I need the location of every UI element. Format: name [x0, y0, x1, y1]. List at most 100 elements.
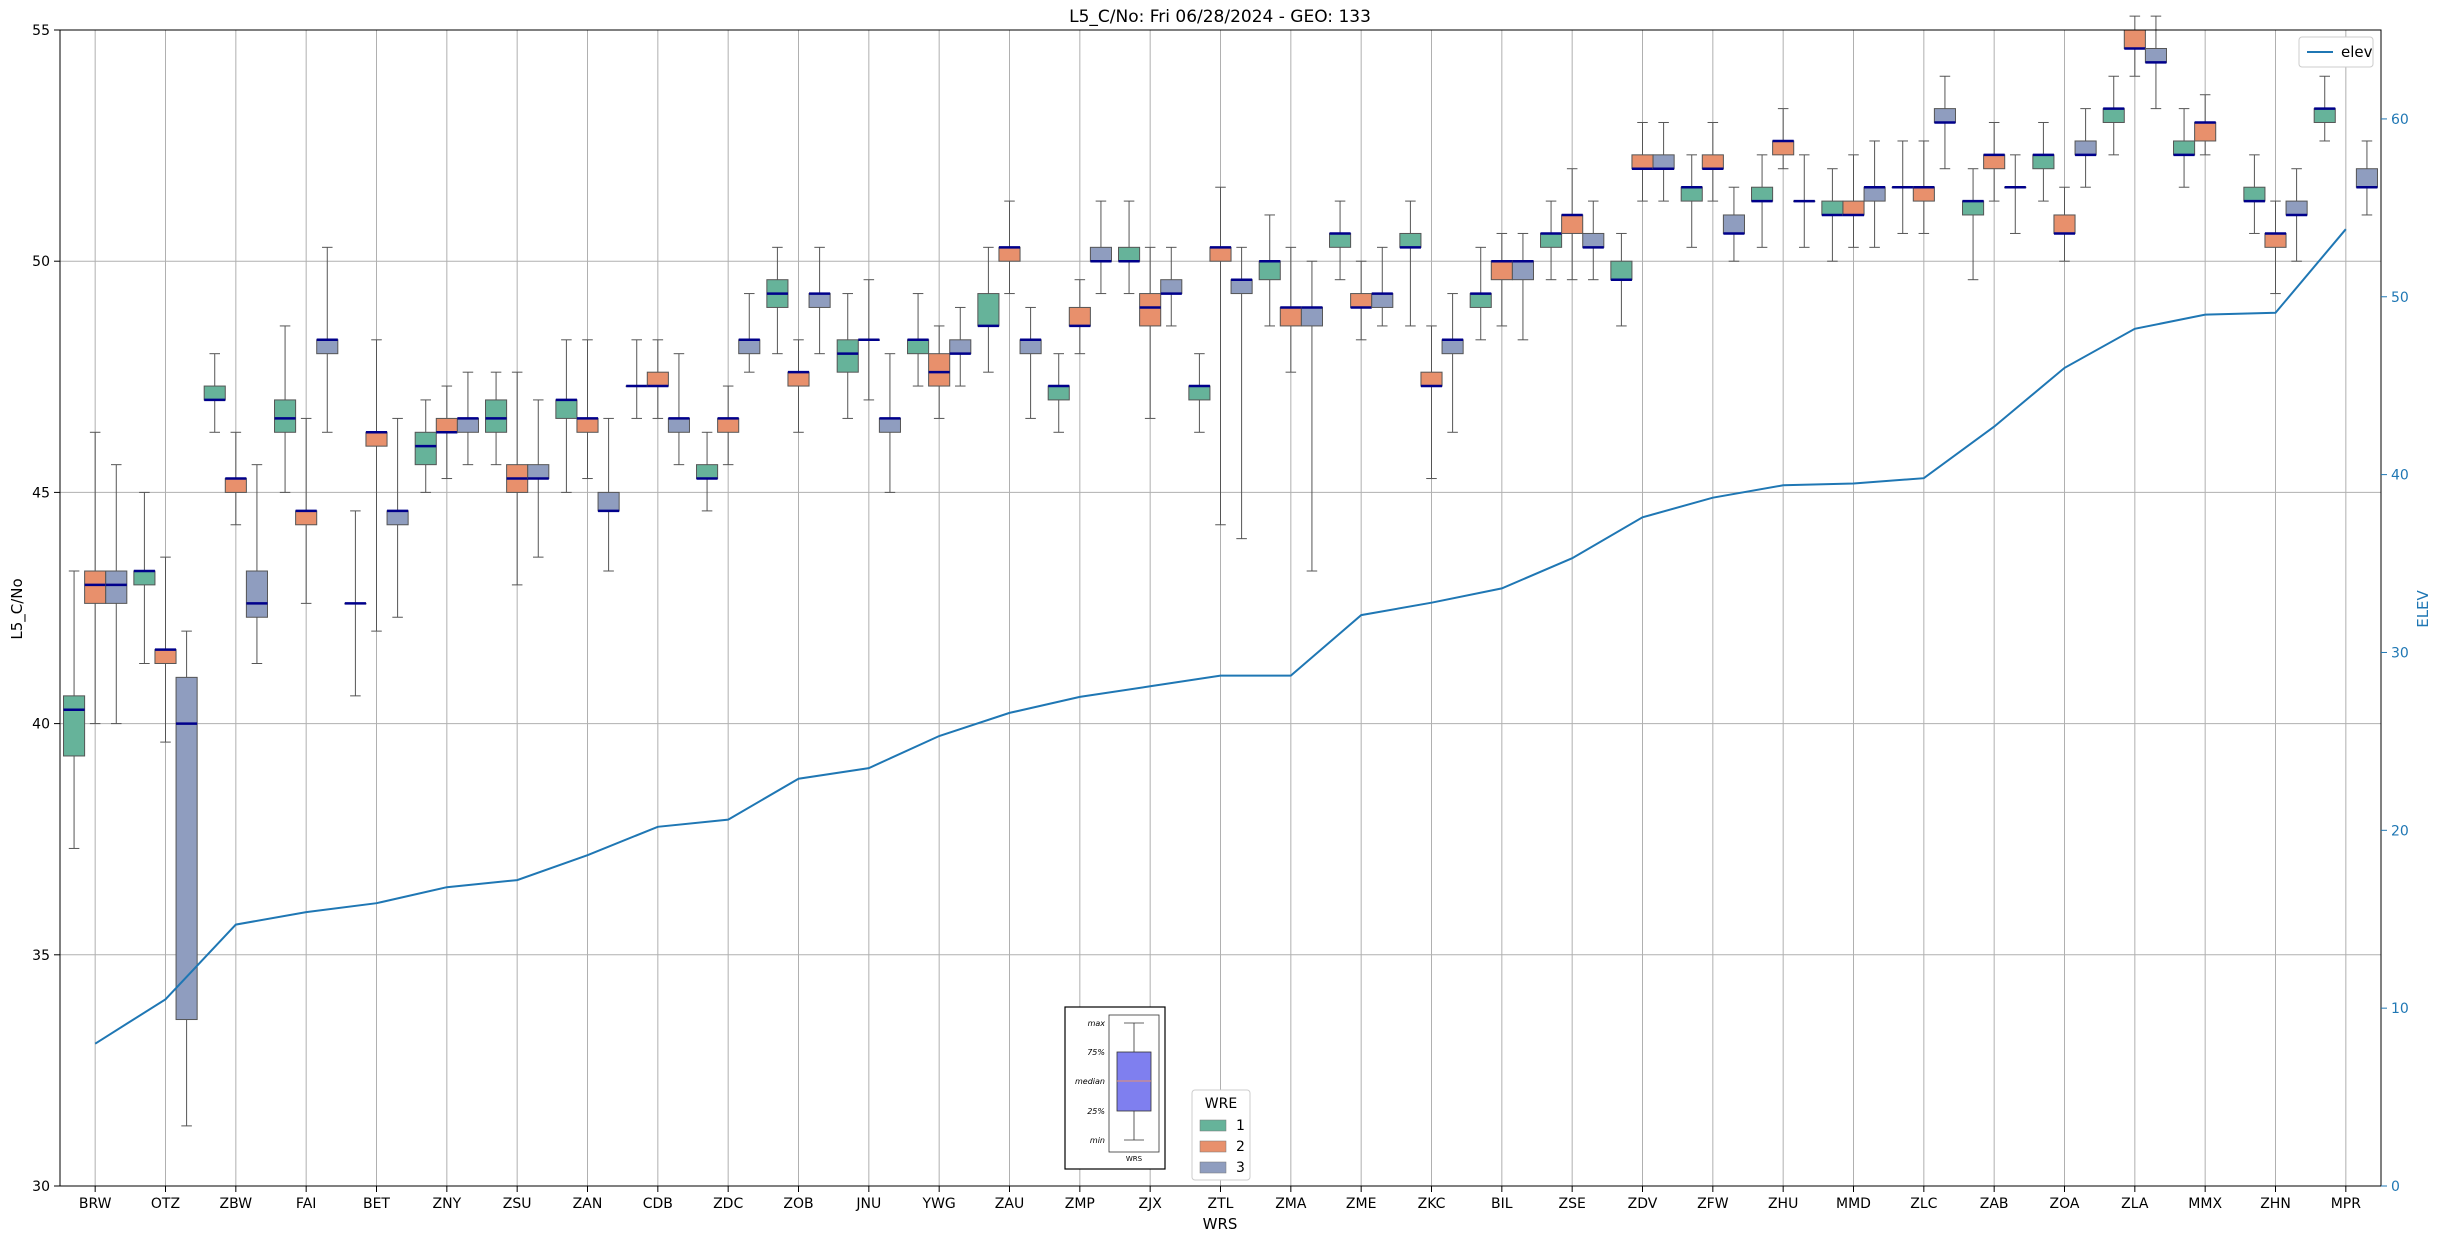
- x-axis-label: WRS: [1203, 1215, 1238, 1233]
- box-iqr: [1680, 186, 1703, 202]
- y-tick-label: 30: [32, 1179, 50, 1195]
- box-iqr: [1561, 214, 1584, 234]
- box-zfw-wre3: [1722, 186, 1745, 262]
- box-iqr: [1751, 186, 1774, 202]
- y2-axis-label: ELEV: [2414, 589, 2432, 627]
- box-ywg-wre3: [949, 306, 972, 387]
- wre-legend-swatch: [1199, 1140, 1227, 1153]
- box-iqr: [1582, 232, 1605, 248]
- box-zjx-wre2: [1139, 246, 1162, 419]
- box-zdv-wre1: [1610, 232, 1633, 327]
- y2-tick-label: 0: [2391, 1179, 2400, 1195]
- box-brw-wre1: [63, 570, 86, 849]
- box-ztl-wre2: [1209, 186, 1232, 526]
- box-otz-wre1: [133, 491, 156, 664]
- wre-legend-swatch: [1199, 1119, 1227, 1132]
- box-iqr: [1933, 108, 1956, 123]
- y-axis-label: L5_C/No: [8, 578, 27, 639]
- x-tick-label: MMX: [2188, 1196, 2222, 1212]
- box-key-label: median: [1075, 1077, 1105, 1086]
- box-iqr: [2194, 121, 2217, 142]
- box-iqr: [2285, 200, 2308, 216]
- x-tick-label: CDB: [643, 1196, 673, 1212]
- box-iqr: [1540, 232, 1563, 248]
- box-key-inset: max 75% median 25% min WRS: [1064, 1006, 1166, 1170]
- box-zsu-wre3: [527, 399, 550, 558]
- box-zkc-wre1: [1399, 200, 1422, 327]
- box-zsu-wre1: [485, 371, 508, 466]
- box-iqr: [2144, 47, 2167, 63]
- x-tick-label: ZOA: [2050, 1196, 2080, 1212]
- box-zhu-wre3: [1793, 154, 1816, 248]
- box-iqr: [1912, 186, 1935, 202]
- box-otz-wre3: [175, 630, 198, 1127]
- box-iqr: [1279, 306, 1302, 327]
- x-tick-label: JNU: [855, 1196, 881, 1212]
- box-iqr: [456, 417, 479, 433]
- box-layer: [63, 15, 2378, 1127]
- box-iqr: [576, 417, 599, 433]
- box-zob-wre2: [787, 339, 810, 433]
- box-mpr-wre1: [2313, 75, 2336, 142]
- box-iqr: [245, 570, 268, 618]
- box-zme-wre1: [1329, 200, 1352, 281]
- x-tick-label: ZJX: [1139, 1196, 1163, 1212]
- box-iqr: [386, 510, 409, 526]
- y2-tick-label: 60: [2391, 112, 2409, 128]
- box-zab-wre2: [1983, 121, 2006, 202]
- box-key-label: min: [1090, 1136, 1105, 1145]
- box-iqr: [1610, 260, 1633, 281]
- box-cdb-wre2: [646, 339, 669, 419]
- box-zse-wre1: [1540, 200, 1563, 281]
- x-tick-label: OTZ: [151, 1196, 180, 1212]
- box-iqr: [977, 293, 1000, 327]
- box-zlc-wre2: [1912, 140, 1935, 234]
- x-tick-label: FAI: [296, 1196, 316, 1212]
- box-zme-wre3: [1371, 246, 1394, 327]
- box-iqr: [555, 399, 578, 419]
- wre-legend-swatch: [1199, 1161, 1227, 1174]
- wre-legend-label: 1: [1236, 1118, 1245, 1134]
- box-zmp-wre2: [1068, 279, 1091, 355]
- y2-tick-label: 50: [2391, 290, 2409, 306]
- x-tick-label: ZLC: [1910, 1196, 1937, 1212]
- y-tick-label: 50: [32, 254, 50, 270]
- box-iqr: [787, 371, 810, 387]
- box-iqr: [1490, 260, 1513, 281]
- box-iqr: [1420, 371, 1443, 387]
- box-iqr: [2032, 154, 2055, 170]
- box-iqr: [1139, 293, 1162, 327]
- box-jnu-wre2: [857, 279, 880, 401]
- box-iqr: [2173, 140, 2196, 156]
- box-ywg-wre1: [907, 293, 930, 387]
- box-bet-wre1: [344, 510, 367, 697]
- box-iqr: [1631, 154, 1654, 170]
- box-zoa-wre3: [2074, 108, 2097, 188]
- box-jnu-wre1: [836, 293, 859, 419]
- wre-legend-title: WRE: [1205, 1096, 1237, 1112]
- box-iqr: [1209, 246, 1232, 262]
- box-zan-wre2: [576, 339, 599, 480]
- box-iqr: [1329, 232, 1352, 248]
- box-ztl-wre3: [1230, 246, 1253, 540]
- box-iqr: [2123, 29, 2146, 49]
- box-iqr: [738, 339, 761, 355]
- box-zdc-wre1: [696, 431, 719, 512]
- box-iqr: [365, 431, 388, 447]
- box-mpr-wre3: [2355, 140, 2378, 216]
- elev-line: [94, 228, 2347, 1045]
- box-zjx-wre1: [1118, 200, 1141, 295]
- box-zob-wre1: [766, 246, 789, 355]
- box-iqr: [2355, 168, 2378, 188]
- box-key-xlabel: WRS: [1126, 1155, 1143, 1163]
- box-iqr: [1350, 293, 1373, 308]
- box-iqr: [1821, 200, 1844, 216]
- box-zan-wre1: [555, 339, 578, 493]
- box-iqr: [527, 464, 550, 480]
- box-zmp-wre3: [1089, 200, 1112, 295]
- x-tick-label: MMD: [1836, 1196, 1871, 1212]
- box-mmd-wre3: [1863, 140, 1886, 248]
- box-zau-wre1: [977, 246, 1000, 373]
- box-ztl-wre1: [1188, 353, 1211, 433]
